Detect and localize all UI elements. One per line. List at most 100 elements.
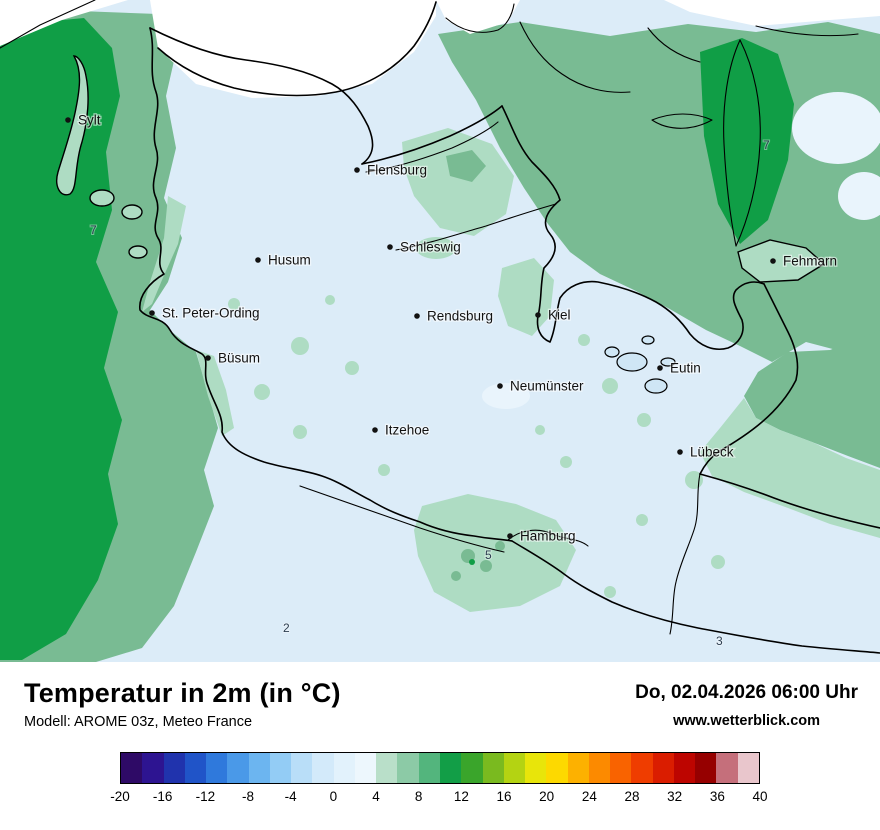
mild-patch-flensburg bbox=[402, 128, 514, 236]
sea-region-northsea-warm bbox=[0, 18, 122, 660]
coastlines-and-borders bbox=[0, 0, 880, 654]
city-label: Hamburg bbox=[520, 529, 576, 544]
island-fehmarn bbox=[737, 239, 826, 283]
temperature-value-labels: 7 7 5 2 3 bbox=[89, 137, 771, 649]
island-foehr bbox=[121, 204, 143, 220]
footer-text-row: Temperatur in 2m (in °C) Modell: AROME 0… bbox=[0, 662, 880, 730]
seafoam-strip-east bbox=[700, 398, 880, 538]
temperature-value-label: 7 bbox=[763, 138, 770, 152]
legend-color-segment bbox=[121, 753, 143, 783]
legend-tick-labels: -20 -16 -12 -8 -4 0 4 8 12 16 20 24 28 32 36 40 bbox=[110, 789, 767, 809]
legend-color-segment bbox=[503, 753, 526, 783]
coastline-lolland bbox=[755, 25, 859, 37]
coastline-baltic-southeast bbox=[699, 283, 799, 475]
city-label: Lübeck bbox=[690, 445, 734, 460]
city-dot bbox=[65, 117, 71, 123]
mild-patch-schleswig bbox=[416, 237, 456, 259]
city-marker-l-beck: Lübeck bbox=[677, 443, 735, 461]
coastline-west bbox=[139, 27, 513, 542]
coastline-denmark-wedge bbox=[445, 3, 515, 33]
legend-color-segment bbox=[312, 753, 334, 783]
legend-color-segment bbox=[610, 753, 632, 783]
sea-region-luebeck-bay bbox=[744, 330, 880, 468]
island-aeroe bbox=[651, 113, 713, 129]
city-label: Schleswig bbox=[400, 240, 461, 255]
white-region-topleft bbox=[0, 0, 128, 46]
legend-tick-label: 12 bbox=[453, 789, 469, 804]
legend-tick-label: -20 bbox=[110, 789, 130, 804]
legend-tick-label: -8 bbox=[241, 789, 255, 804]
city-marker-st-peter-ording: St. Peter-Ording bbox=[149, 304, 261, 322]
legend-color-segment bbox=[142, 753, 164, 783]
city-dot bbox=[205, 355, 211, 361]
legend-color-segment bbox=[206, 753, 228, 783]
legend-tick-label: -16 bbox=[152, 789, 173, 804]
legend-color-segment bbox=[461, 753, 483, 783]
legend-tick-label: 40 bbox=[752, 789, 768, 804]
border-hamburg-loop bbox=[507, 529, 589, 547]
hamburg-warm-speck bbox=[451, 571, 461, 581]
city-marker-flensburg: Flensburg bbox=[354, 161, 428, 179]
legend-colorbar bbox=[120, 752, 760, 784]
scattered-mild-patches bbox=[228, 295, 725, 598]
legend-tick-label: 0 bbox=[329, 789, 338, 804]
island-langeland-west bbox=[723, 39, 741, 247]
model-info: Modell: AROME 03z, Meteo France bbox=[24, 714, 253, 730]
legend-color-segment bbox=[354, 753, 377, 783]
city-label: Neumünster bbox=[510, 379, 584, 394]
legend-color-segment bbox=[546, 753, 568, 783]
legend-tick-label: 16 bbox=[496, 789, 512, 804]
island-amrum bbox=[89, 189, 115, 207]
legend-tick-label: 24 bbox=[581, 789, 597, 804]
legend-color-segment bbox=[588, 753, 611, 783]
mild-patch-hamburg bbox=[414, 494, 576, 612]
temperature-value-label: 7 bbox=[90, 223, 97, 237]
legend-color-segment bbox=[695, 753, 717, 783]
city-marker-neum-nster: Neumünster bbox=[497, 377, 585, 395]
city-dot bbox=[657, 365, 663, 371]
legend-color-segment bbox=[376, 753, 398, 783]
temperature-legend: -20 -16 -12 -8 -4 0 4 8 12 16 20 24 28 32 36 40 bbox=[110, 752, 768, 809]
city-label: Itzehoe bbox=[385, 423, 429, 438]
cool-patch-topright-2 bbox=[838, 172, 880, 220]
temperature-value-label: 5 bbox=[485, 548, 492, 562]
city-dot bbox=[354, 167, 360, 173]
legend-tick-label: 32 bbox=[667, 789, 683, 804]
schlei-inlet bbox=[395, 203, 557, 251]
website-url: www.wetterblick.com bbox=[673, 713, 821, 729]
sea-region-langeland-warm bbox=[700, 38, 794, 244]
island-sylt bbox=[56, 55, 89, 196]
legend-color-segment bbox=[227, 753, 249, 783]
city-dot bbox=[414, 313, 420, 319]
legend-color-segment bbox=[418, 753, 440, 783]
cool-patch-topright-1 bbox=[792, 92, 880, 164]
legend-color-segment bbox=[248, 753, 270, 783]
coastline-baltic bbox=[501, 105, 765, 350]
legend-color-segment bbox=[673, 753, 696, 783]
coastline-danish-isles bbox=[647, 27, 701, 63]
temperature-value-label: 2 bbox=[283, 621, 290, 635]
city-marker-schleswig: Schleswig bbox=[387, 238, 462, 256]
page-title: Temperatur in 2m (in °C) bbox=[24, 678, 341, 708]
temperature-map-canvas: 7 7 5 2 3 Sylt Flensburg Husum Schleswig St. Pet… bbox=[0, 0, 880, 662]
legend-color-segment bbox=[163, 753, 185, 783]
legend-color-segment bbox=[737, 753, 759, 783]
island-langeland-east bbox=[735, 39, 761, 247]
coastline-denmark-south bbox=[157, 1, 437, 97]
island-pellworm bbox=[128, 245, 148, 259]
elbe-south-bank bbox=[299, 485, 505, 553]
border-luebeck-south bbox=[669, 473, 701, 635]
legend-tick-label: 20 bbox=[539, 789, 555, 804]
city-marker-eutin: Eutin bbox=[657, 359, 702, 377]
city-dot bbox=[497, 383, 503, 389]
lakes bbox=[604, 335, 676, 394]
hamburg-warm-speck bbox=[495, 541, 505, 551]
hamburg-warm-speck bbox=[480, 560, 492, 572]
city-label: St. Peter-Ording bbox=[162, 306, 260, 321]
city-dot bbox=[770, 258, 776, 264]
city-dot bbox=[677, 449, 683, 455]
legend-color-segment bbox=[567, 753, 589, 783]
city-label: Eutin bbox=[670, 361, 701, 376]
city-dot bbox=[372, 427, 378, 433]
legend-tick-label: 8 bbox=[414, 789, 423, 804]
